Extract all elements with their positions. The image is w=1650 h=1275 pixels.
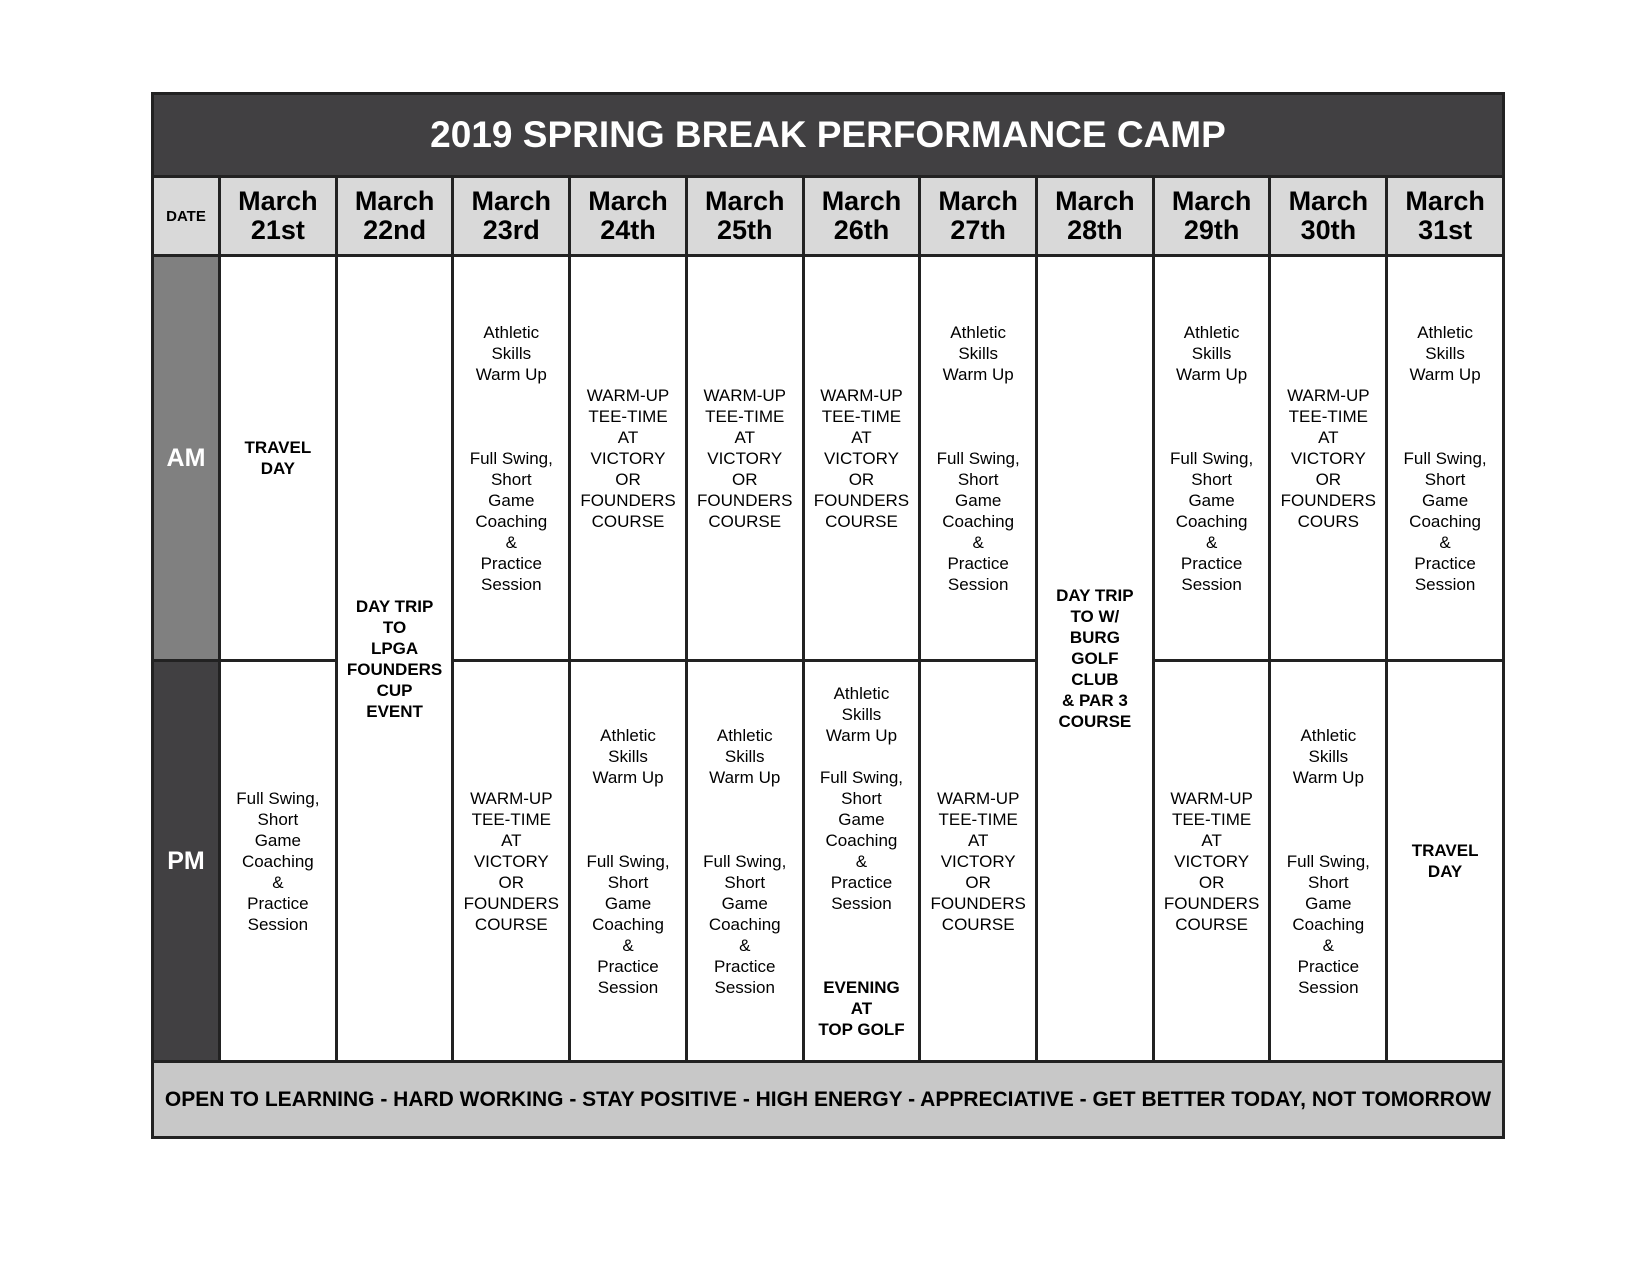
day-header: March 28th: [1035, 175, 1155, 257]
session-text: WARM-UP TEE-TIME AT VICTORY OR FOUNDERS …: [1280, 385, 1377, 531]
session-text: WARM-UP TEE-TIME AT VICTORY OR FOUNDERS …: [697, 385, 793, 531]
day-header: March 27th: [918, 175, 1039, 257]
session-text: Athletic Skills Warm Up Full Swing, Shor…: [1286, 725, 1370, 997]
pm-session-cell: Athletic Skills Warm Up Full Swing, Shor…: [684, 659, 805, 1063]
footer-motto: OPEN TO LEARNING - HARD WORKING - STAY P…: [151, 1060, 1505, 1139]
camp-schedule-table: 2019 SPRING BREAK PERFORMANCE CAMP DATE …: [151, 92, 1505, 1139]
day-header: March 23rd: [451, 175, 572, 257]
session-text: WARM-UP TEE-TIME AT VICTORY OR FOUNDERS …: [930, 788, 1026, 934]
session-text: TRAVEL DAY: [244, 438, 312, 478]
date-label: DATE: [151, 175, 221, 257]
session-text: Full Swing, Short Game Coaching & Practi…: [236, 788, 320, 934]
pm-session-cell: Athletic Skills Warm Up Full Swing, Shor…: [568, 659, 688, 1063]
am-session-cell: WARM-UP TEE-TIME AT VICTORY OR FOUNDERS …: [684, 254, 805, 662]
pm-session-cell: WARM-UP TEE-TIME AT VICTORY OR FOUNDERS …: [918, 659, 1039, 1063]
am-session-cell: WARM-UP TEE-TIME AT VICTORY OR FOUNDERS …: [801, 254, 922, 662]
pm-label: PM: [151, 659, 221, 1063]
session-text: WARM-UP TEE-TIME AT VICTORY OR FOUNDERS …: [580, 385, 676, 531]
am-session-cell: DAY TRIP TO LPGA FOUNDERS CUP EVENT: [334, 254, 455, 1063]
am-session-cell: Athletic Skills Warm Up Full Swing, Shor…: [451, 254, 572, 662]
day-header: March 31st: [1385, 175, 1505, 257]
am-session-cell: WARM-UP TEE-TIME AT VICTORY OR FOUNDERS …: [1268, 254, 1389, 662]
am-row: AM TRAVEL DAY DAY TRIP TO LPGA FOUNDERS C…: [151, 254, 1505, 1063]
date-header-row: DATE March 21st March 22nd March 23rd March…: [151, 175, 1505, 257]
day-header: March 30th: [1268, 175, 1389, 257]
pm-session-cell: TRAVEL DAY: [1385, 659, 1505, 1063]
session-text: WARM-UP TEE-TIME AT VICTORY OR FOUNDERS …: [813, 385, 910, 531]
pm-session-cell: WARM-UP TEE-TIME AT VICTORY OR FOUNDERS …: [451, 659, 572, 1063]
session-text: Athletic Skills Warm Up Full Swing, Shor…: [1170, 322, 1254, 594]
day-header: March 21st: [218, 175, 338, 257]
pm-row: PM Full Swing, Short Game Coaching & Pra…: [151, 659, 1505, 1063]
am-session-cell: WARM-UP TEE-TIME AT VICTORY OR FOUNDERS …: [568, 254, 688, 662]
session-text: DAY TRIP TO LPGA FOUNDERS CUP EVENT: [346, 596, 443, 721]
day-header: March 26th: [801, 175, 922, 257]
session-text: Athletic Skills Warm Up Full Swing, Shor…: [1403, 322, 1487, 594]
session-text: WARM-UP TEE-TIME AT VICTORY OR FOUNDERS …: [1163, 788, 1260, 934]
session-text: Athletic Skills Warm Up Full Swing, Shor…: [586, 725, 670, 997]
session-text: Athletic Skills Warm Up Full Swing, Shor…: [819, 683, 904, 913]
pm-session-cell: Athletic Skills Warm Up Full Swing, Shor…: [801, 659, 922, 1063]
session-text: Athletic Skills Warm Up Full Swing, Shor…: [469, 322, 553, 594]
am-session-cell: TRAVEL DAY: [218, 254, 338, 662]
session-text: Athletic Skills Warm Up Full Swing, Shor…: [936, 322, 1020, 594]
pm-session-cell: Athletic Skills Warm Up Full Swing, Shor…: [1268, 659, 1389, 1063]
session-text: DAY TRIP TO W/ BURG GOLF CLUB & PAR 3 CO…: [1056, 586, 1134, 731]
am-session-cell: Athletic Skills Warm Up Full Swing, Shor…: [1385, 254, 1505, 662]
am-session-cell: DAY TRIP TO W/ BURG GOLF CLUB & PAR 3 CO…: [1035, 254, 1155, 1063]
day-header: March 22nd: [334, 175, 455, 257]
session-text: TRAVEL DAY: [1411, 841, 1479, 881]
day-header: March 29th: [1151, 175, 1272, 257]
day-header: March 25th: [684, 175, 805, 257]
schedule-title: 2019 SPRING BREAK PERFORMANCE CAMP: [151, 92, 1505, 178]
session-text: EVENING AT TOP GOLF: [818, 977, 905, 1039]
session-text: Athletic Skills Warm Up Full Swing, Shor…: [703, 725, 787, 997]
day-header: March 24th: [568, 175, 688, 257]
pm-session-cell: Full Swing, Short Game Coaching & Practi…: [218, 659, 338, 1063]
am-session-cell: Athletic Skills Warm Up Full Swing, Shor…: [918, 254, 1039, 662]
session-text: WARM-UP TEE-TIME AT VICTORY OR FOUNDERS …: [463, 788, 559, 934]
am-session-cell: Athletic Skills Warm Up Full Swing, Shor…: [1151, 254, 1272, 662]
pm-session-cell: WARM-UP TEE-TIME AT VICTORY OR FOUNDERS …: [1151, 659, 1272, 1063]
am-label: AM: [151, 254, 221, 662]
